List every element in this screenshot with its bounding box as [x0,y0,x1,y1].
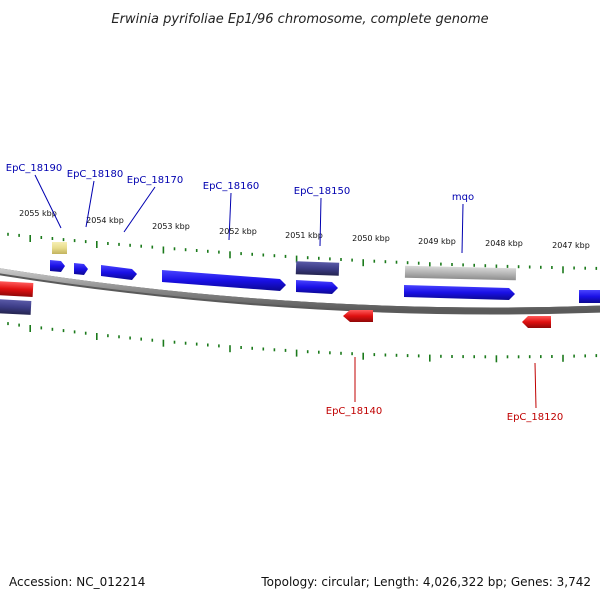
leader-epc-18180 [85,180,95,228]
gene-mqo[interactable] [404,285,515,300]
scale-label-2054: 2054 kbp [86,216,124,225]
label-epc-18160[interactable]: EpC_18160 [203,181,259,192]
leader-mqo [461,203,464,254]
label-mqo[interactable]: mqo [452,192,474,203]
feature-dark-upper[interactable] [295,261,340,276]
gene-epc-18180[interactable] [74,263,88,275]
label-epc-18120[interactable]: EpC_18120 [507,412,563,423]
accession-text: Accession: NC_012214 [9,575,145,589]
feature-dark-edge[interactable] [0,299,32,315]
label-epc-18140[interactable]: EpC_18140 [326,406,382,417]
leader-epc-18190 [34,174,62,229]
scale-label-2047: 2047 kbp [552,241,590,250]
gene-epc-18140[interactable] [343,310,373,322]
scale-label-2050: 2050 kbp [352,234,390,243]
gene-epc-18150[interactable] [296,280,338,294]
gene-epc-18160[interactable] [162,270,286,291]
scale-label-2055: 2055 kbp [19,209,57,218]
scale-label-2049: 2049 kbp [418,237,456,246]
label-epc-18180[interactable]: EpC_18180 [67,169,123,180]
scale-label-2051: 2051 kbp [285,231,323,240]
map-title: Erwinia pyrifoliae Ep1/96 chromosome, co… [111,12,488,27]
leader-epc-18170 [123,186,156,233]
leader-epc-18120 [534,362,537,409]
gene-forward-edge[interactable] [579,290,600,303]
label-epc-18190[interactable]: EpC_18190 [6,163,62,174]
scale-ticks-lower [7,322,598,363]
feature-grey-mqo[interactable] [404,265,517,281]
feature-yellow[interactable] [52,242,67,254]
scale-label-2048: 2048 kbp [485,239,523,248]
chromosome-backbone-highlight [0,268,600,313]
scale-label-2052: 2052 kbp [219,227,257,236]
gene-epc-18170[interactable] [101,265,137,280]
leader-epc-18150 [319,197,322,247]
scale-label-2053: 2053 kbp [152,222,190,231]
leader-epc-18160 [228,192,232,241]
gene-epc-18190[interactable] [50,260,65,272]
gene-epc-18120[interactable] [522,316,551,328]
genome-summary-text: Topology: circular; Length: 4,026,322 bp… [260,575,591,589]
gene-reverse-edge[interactable] [0,281,34,297]
label-epc-18150[interactable]: EpC_18150 [294,186,350,197]
label-epc-18170[interactable]: EpC_18170 [127,175,183,186]
